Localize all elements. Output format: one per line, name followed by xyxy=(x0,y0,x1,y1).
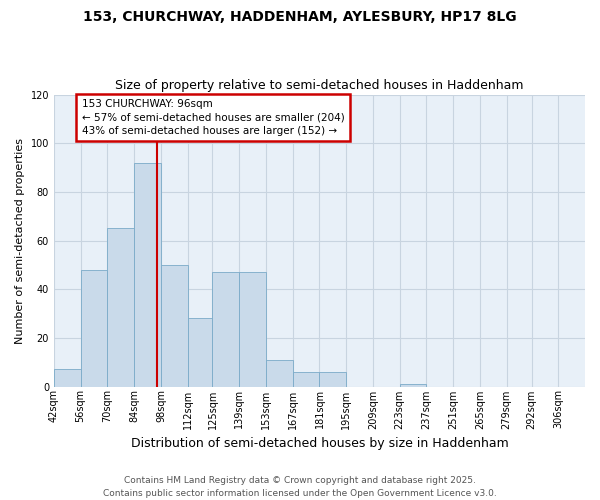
Bar xyxy=(80,270,107,386)
Bar xyxy=(134,162,161,386)
Bar xyxy=(400,384,427,386)
Bar xyxy=(266,360,293,386)
Text: Contains HM Land Registry data © Crown copyright and database right 2025.
Contai: Contains HM Land Registry data © Crown c… xyxy=(103,476,497,498)
Text: 153, CHURCHWAY, HADDENHAM, AYLESBURY, HP17 8LG: 153, CHURCHWAY, HADDENHAM, AYLESBURY, HP… xyxy=(83,10,517,24)
Text: 153 CHURCHWAY: 96sqm
← 57% of semi-detached houses are smaller (204)
43% of semi: 153 CHURCHWAY: 96sqm ← 57% of semi-detac… xyxy=(82,100,344,136)
Bar xyxy=(161,265,188,386)
Bar xyxy=(319,372,346,386)
Bar xyxy=(293,372,319,386)
Bar xyxy=(54,370,80,386)
Bar xyxy=(107,228,134,386)
X-axis label: Distribution of semi-detached houses by size in Haddenham: Distribution of semi-detached houses by … xyxy=(131,437,508,450)
Title: Size of property relative to semi-detached houses in Haddenham: Size of property relative to semi-detach… xyxy=(115,79,524,92)
Bar xyxy=(212,272,239,386)
Y-axis label: Number of semi-detached properties: Number of semi-detached properties xyxy=(15,138,25,344)
Bar xyxy=(188,318,212,386)
Bar xyxy=(239,272,266,386)
